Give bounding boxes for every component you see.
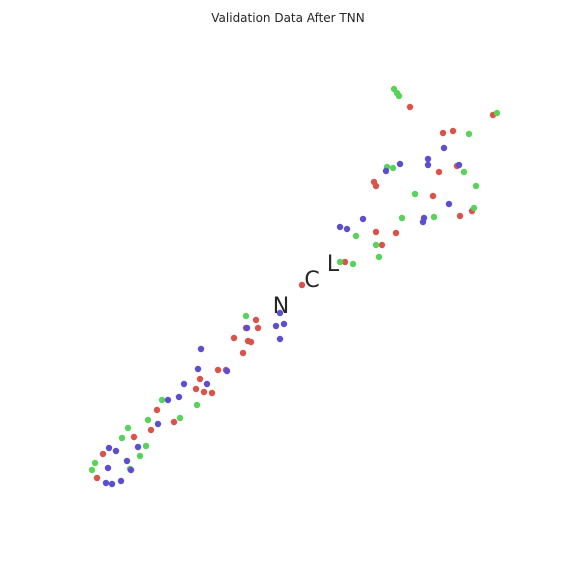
point-green-18 [242,312,250,320]
point-red-16 [252,316,260,324]
point-blue-8 [419,218,427,226]
point-green-7 [460,168,468,176]
point-red-1 [439,129,447,137]
point-green-3 [493,109,501,117]
point-blue-1 [424,155,432,163]
point-blue-3 [455,161,463,169]
point-blue-17 [197,345,205,353]
point-green-21 [176,414,184,422]
point-green-8 [472,182,480,190]
chart-title: Validation Data After TNN [211,11,364,25]
point-red-27 [200,388,208,396]
point-blue-18 [194,365,202,373]
point-blue-22 [175,393,183,401]
point-blue-14 [272,322,280,330]
point-red-8 [429,192,437,200]
point-blue-16 [276,335,284,343]
point-green-13 [352,232,360,240]
point-red-21 [230,334,238,342]
point-blue-32 [108,480,116,488]
point-blue-30 [127,466,135,474]
point-blue-19 [223,367,231,375]
point-red-30 [153,406,161,414]
point-blue-27 [134,443,142,451]
point-green-9 [411,190,419,198]
point-red-13 [392,229,400,237]
point-blue-25 [105,444,113,452]
annotation-c: C [304,268,319,293]
point-red-15 [298,281,306,289]
point-blue-11 [343,225,351,233]
point-green-2 [395,92,403,100]
point-blue-31 [102,479,110,487]
point-blue-13 [280,320,288,328]
point-green-4 [465,130,473,138]
point-red-2 [449,127,457,135]
point-green-20 [193,401,201,409]
point-red-29 [170,418,178,426]
point-red-7 [372,182,380,190]
point-red-23 [214,366,222,374]
point-green-23 [124,424,132,432]
point-green-15 [375,253,383,261]
centroid-labels: NCL [273,252,340,319]
point-blue-15 [243,324,251,332]
point-green-19 [158,396,166,404]
point-blue-12 [276,309,284,317]
point-green-24 [118,434,126,442]
point-green-10 [470,204,478,212]
point-blue-9 [359,215,367,223]
point-red-33 [99,450,107,458]
point-red-20 [247,338,255,346]
point-green-14 [372,241,380,249]
point-green-12 [398,214,406,222]
point-blue-20 [203,380,211,388]
annotation-l: L [327,252,340,277]
point-green-16 [336,258,344,266]
annotation-n: N [273,294,289,319]
point-red-26 [192,385,200,393]
point-red-31 [147,426,155,434]
point-red-14 [341,258,349,266]
point-green-11 [430,213,438,221]
point-blue-0 [440,144,448,152]
point-red-32 [130,433,138,441]
scatter-points [88,85,501,488]
point-red-11 [372,228,380,236]
point-red-34 [93,474,101,482]
point-blue-33 [117,477,125,485]
point-red-22 [239,349,247,357]
point-green-6 [389,164,397,172]
point-red-25 [196,375,204,383]
point-blue-4 [396,160,404,168]
point-blue-5 [382,167,390,175]
point-blue-26 [112,447,120,455]
point-green-26 [136,452,144,460]
point-blue-29 [104,464,112,472]
point-blue-2 [424,161,432,169]
point-red-4 [435,168,443,176]
point-red-9 [456,212,464,220]
point-green-27 [91,459,99,467]
point-blue-10 [336,223,344,231]
point-blue-28 [123,457,131,465]
point-red-12 [378,241,386,249]
point-green-17 [349,260,357,268]
point-red-0 [406,103,414,111]
point-green-22 [144,416,152,424]
point-red-28 [208,389,216,397]
point-red-18 [254,324,262,332]
point-green-28 [88,466,96,474]
point-blue-24 [154,420,162,428]
point-blue-21 [180,380,188,388]
point-blue-6 [445,200,453,208]
point-green-25 [142,442,150,450]
point-blue-23 [164,396,172,404]
